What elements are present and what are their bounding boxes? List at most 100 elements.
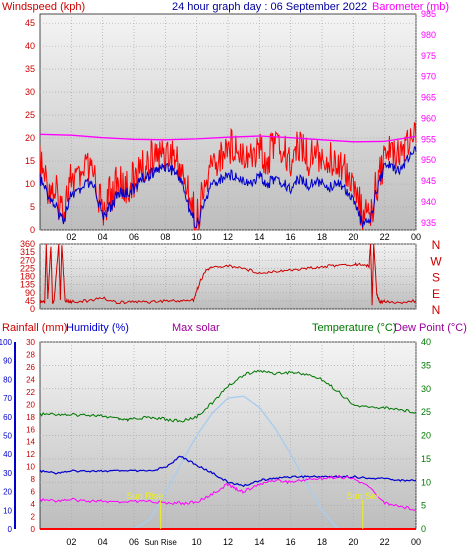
barometer-tick-label: 940: [421, 197, 436, 207]
barometer-tick-label: 945: [421, 176, 436, 186]
direction-tick-label: 90: [25, 288, 35, 298]
series-layer: [39, 121, 417, 530]
humidity-tick-label: 10: [3, 506, 12, 515]
x-tick-label: 18: [317, 232, 327, 242]
rainfall-tick-label: 12: [26, 450, 35, 459]
x-tick-label: 16: [286, 537, 296, 547]
barometer-tick-label: 980: [421, 30, 436, 40]
humidity-tick-label: 40: [3, 450, 12, 459]
rainfall-tick-label: 22: [26, 388, 35, 397]
x-tick-label: 12: [223, 537, 233, 547]
wind-tick-label: 0: [30, 225, 35, 235]
direction-tick-label: 180: [20, 272, 35, 282]
temperature-tick-label: 0: [421, 524, 426, 534]
x-tick-label: 22: [380, 537, 390, 547]
annotations-layer: Sun Rise Sun Rise Sun Set: [127, 491, 379, 547]
dewpoint-axis-label: Dew Point (°C): [394, 322, 467, 334]
x-tick-label: 10: [192, 537, 202, 547]
temperature-tick-label: 25: [421, 407, 431, 417]
humidity-tick-label: 20: [3, 488, 12, 497]
wind-tick-label: 15: [25, 156, 35, 166]
direction-tick-label: 360: [20, 239, 35, 249]
sunrise-axis-label: Sun Rise: [144, 538, 177, 547]
x-tick-label: 06: [129, 537, 139, 547]
wind-average-line: [39, 146, 417, 229]
wind-tick-label: 30: [25, 87, 35, 97]
x-tick-label: 16: [286, 232, 296, 242]
barometer-tick-label: 955: [421, 134, 436, 144]
humidity-tick-label: 60: [3, 413, 12, 422]
x-tick-label: 00: [411, 537, 421, 547]
humidity-tick-label: 30: [3, 469, 12, 478]
wind-tick-label: 10: [25, 179, 35, 189]
barometer-tick-label: 985: [421, 9, 436, 19]
temperature-axis-label: Temperature (°C): [312, 322, 396, 334]
x-tick-label: 00: [411, 232, 421, 242]
compass-label: N: [432, 303, 441, 317]
rainfall-tick-label: 6: [31, 488, 36, 497]
chart-title: 24 hour graph day : 06 September 2022: [172, 1, 367, 13]
temperature-tick-label: 5: [421, 501, 426, 511]
x-tick-label: 18: [317, 537, 327, 547]
x-tick-label: 04: [98, 537, 108, 547]
barometer-tick-label: 970: [421, 72, 436, 82]
direction-tick-label: 315: [20, 247, 35, 257]
temperature-tick-label: 35: [421, 360, 431, 370]
wind-tick-label: 5: [30, 202, 35, 212]
rainfall-tick-label: 10: [26, 463, 35, 472]
dewpoint-line: [39, 474, 417, 511]
barometer-tick-label: 965: [421, 93, 436, 103]
wind-speed-line: [39, 121, 417, 231]
temperature-tick-label: 30: [421, 384, 431, 394]
barometer-tick-label: 950: [421, 155, 436, 165]
rainfall-tick-label: 28: [26, 350, 35, 359]
x-tick-label: 22: [380, 232, 390, 242]
direction-tick-label: 225: [20, 263, 35, 273]
direction-tick-label: 0: [30, 304, 35, 314]
barometer-axis-label: Barometer (mb): [372, 1, 449, 13]
wind-tick-label: 25: [25, 110, 35, 120]
x-tick-label: 20: [348, 537, 358, 547]
wind-tick-label: 35: [25, 64, 35, 74]
rainfall-tick-label: 4: [31, 500, 36, 509]
wind-tick-label: 45: [25, 18, 35, 28]
direction-tick-label: 45: [25, 296, 35, 306]
x-tick-label: 12: [223, 232, 233, 242]
humidity-axis-label: Humidity (%): [66, 322, 129, 334]
humidity-tick-label: 70: [3, 394, 12, 403]
temperature-tick-label: 20: [421, 431, 431, 441]
x-tick-label: 04: [98, 232, 108, 242]
humidity-tick-label: 90: [3, 357, 12, 366]
barometer-tick-label: 935: [421, 218, 436, 228]
humidity-tick-label: 50: [3, 432, 12, 441]
compass-label: S: [432, 271, 440, 285]
barometer-tick-label: 960: [421, 113, 436, 123]
rainfall-tick-label: 14: [26, 438, 35, 447]
wind-tick-label: 40: [25, 41, 35, 51]
x-tick-label: 02: [66, 537, 76, 547]
humidity-tick-label: 80: [3, 375, 12, 384]
temperature-tick-label: 15: [421, 454, 431, 464]
x-tick-label: 20: [348, 232, 358, 242]
temperature-tick-label: 40: [421, 337, 431, 347]
x-tick-label: 14: [254, 232, 264, 242]
compass-label: N: [432, 238, 441, 252]
rainfall-tick-label: 24: [26, 375, 35, 384]
barometer-line: [39, 133, 417, 143]
temperature-line: [39, 369, 417, 423]
x-tick-label: 10: [192, 232, 202, 242]
rainfall-tick-label: 2: [31, 513, 36, 522]
rainfall-tick-label: 0: [31, 525, 36, 534]
wind-axis-label: Windspeed (kph): [2, 1, 85, 13]
x-tick-label: 02: [66, 232, 76, 242]
x-tick-label: 06: [129, 232, 139, 242]
rainfall-tick-label: 26: [26, 363, 35, 372]
humidity-line: [39, 455, 417, 488]
wind-direction-line: [39, 243, 417, 306]
wind-tick-label: 20: [25, 133, 35, 143]
direction-tick-label: 135: [20, 280, 35, 290]
rainfall-tick-label: 30: [26, 338, 35, 347]
solar-label: Max solar: [172, 322, 220, 334]
